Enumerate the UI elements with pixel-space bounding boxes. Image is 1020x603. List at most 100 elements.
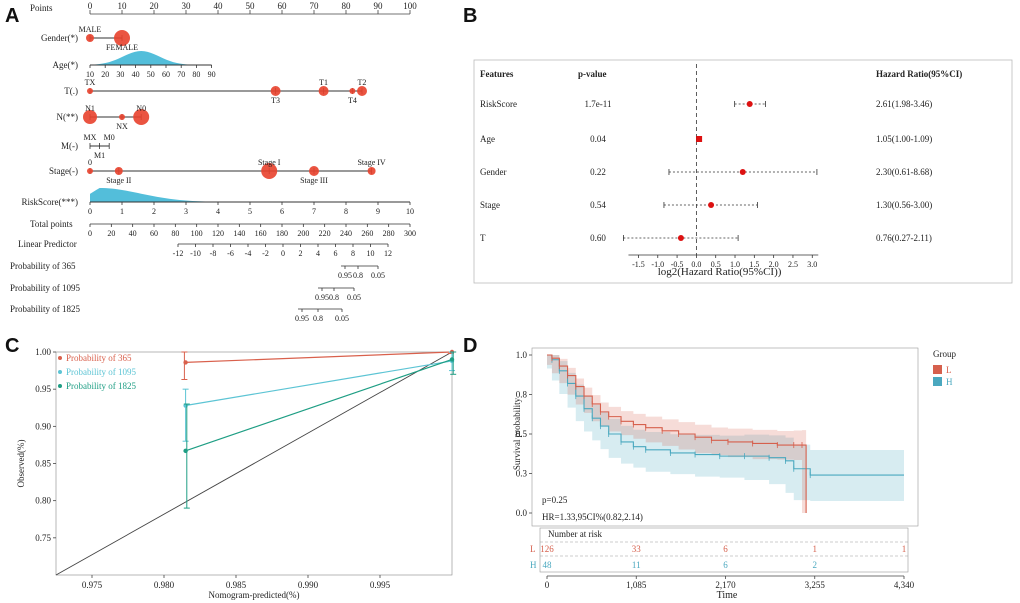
total-points-tick-label: 180	[276, 229, 288, 238]
forest-plot-panel: Features p-value Hazard Ratio(95%CI) RiskSc…	[473, 59, 1013, 284]
x-tick-label: 0.990	[298, 580, 319, 590]
total-points-tick-label: 80	[171, 229, 179, 238]
total-points-tick-label: 280	[383, 229, 395, 238]
points-tick-label: 50	[246, 1, 256, 11]
variable-level-label: N0	[136, 104, 146, 113]
total-points-tick-label: 60	[150, 229, 158, 238]
variable-marker	[87, 168, 93, 174]
probability-label: Probability of 1825	[10, 304, 80, 314]
estimate-marker	[746, 101, 753, 107]
variable-label: Age(*)	[53, 60, 79, 70]
risk-count: 126	[540, 544, 554, 554]
points-tick-label: 40	[214, 1, 224, 11]
x-tick-label: -1.0	[651, 260, 664, 269]
feature-label: Age	[480, 134, 495, 144]
pvalue-label: 1.7e-11	[585, 99, 612, 109]
variable-tick-label: 50	[147, 70, 155, 79]
y-tick-label: 0.8	[516, 390, 528, 400]
points-label: Points	[30, 3, 53, 13]
probability-tick-label: 0.05	[335, 314, 349, 323]
variable-marker	[83, 110, 97, 124]
y-tick-label: 0.0	[516, 508, 528, 518]
plot-frame	[531, 347, 919, 527]
variable-level-label: Stage I	[258, 158, 281, 167]
forest-frame	[473, 59, 1013, 284]
variable-label: RiskScore(***)	[22, 197, 79, 207]
variable-marker	[261, 163, 278, 179]
linear-predictor-tick-label: -2	[262, 249, 269, 258]
linear-predictor-tick-label: 4	[316, 249, 320, 258]
hr-label: 0.76(0.27-2.11)	[876, 233, 932, 243]
calibration-panel: 0.75 0.80 0.85 0.90 0.95 1.00 0.975 0.980 0.985 0…	[16, 347, 457, 600]
probability-tick-label: 0.8	[329, 293, 339, 302]
probability-tick-label: 0.95	[295, 314, 309, 323]
pvalue-label: 0.04	[590, 134, 606, 144]
total-points-tick-label: 200	[297, 229, 309, 238]
legend-label: Probability of 1825	[66, 381, 136, 391]
variable-level-label: Stage III	[300, 176, 328, 185]
variable-marker	[318, 86, 329, 96]
x-tick-label: 4,340	[894, 580, 915, 590]
variable-marker	[270, 86, 281, 96]
linear-predictor-tick-label: -12	[173, 249, 184, 258]
variable-tick-label: 10	[406, 207, 414, 216]
x-tick-label: 1.0	[730, 260, 740, 269]
points-tick-label: 100	[403, 1, 417, 11]
points-tick-label: 90	[374, 1, 384, 11]
risk-row-label: H	[530, 560, 537, 570]
points-tick-label: 20	[150, 1, 160, 11]
variable-level-label: T1	[319, 78, 328, 87]
pvalue-label: 0.22	[590, 167, 606, 177]
variable-level-label: MALE	[79, 25, 102, 34]
x-tick-label: 0.985	[226, 580, 247, 590]
variable-level-label: N1	[85, 104, 95, 113]
variable-tick-label: 3	[184, 207, 188, 216]
survival-curve-panel: 0.0 0.3 0.5 0.8 1.0 Survival probability p=0.2…	[512, 347, 956, 601]
variable-tick-label: 4	[216, 207, 220, 216]
calibration-line	[185, 360, 453, 407]
calibration-line	[185, 351, 453, 364]
panel-label-c: C	[5, 335, 19, 357]
variable-level-label: T3	[271, 96, 280, 105]
y-axis-title: Observed(%)	[16, 440, 26, 488]
risk-table-frame	[539, 527, 909, 573]
variable-marker	[119, 114, 125, 120]
data-point	[183, 448, 188, 454]
total-points-tick-label: 0	[88, 229, 92, 238]
risk-count: 6	[723, 560, 728, 570]
x-tick-label: 0.0	[691, 260, 701, 269]
variable-tick-label: 2	[152, 207, 156, 216]
x-tick-label: -1.5	[632, 260, 645, 269]
variable-marker	[87, 88, 93, 94]
probability-tick-label: 0.95	[338, 271, 352, 280]
variable-level-label: T2	[358, 78, 367, 87]
total-points-tick-label: 120	[212, 229, 224, 238]
variable-marker	[349, 88, 356, 94]
variable-level-label: FEMALE	[106, 43, 138, 52]
variable-marker	[114, 167, 123, 175]
linear-predictor-tick-label: 2	[299, 249, 303, 258]
y-tick-label: 1.00	[35, 347, 51, 357]
y-tick-label: 0.85	[35, 459, 51, 469]
hazard-ratio-text: HR=1.33,95CI%(0.82,2.14)	[542, 512, 643, 522]
header-hr: Hazard Ratio(95%CI)	[876, 69, 962, 79]
variable-tick-label: 9	[376, 207, 380, 216]
probability-tick-label: 0.05	[371, 271, 385, 280]
y-tick-label: 1.0	[516, 350, 528, 360]
legend-label: L	[946, 365, 952, 375]
variable-level-label: Stage II	[106, 176, 131, 185]
panel-label-a: A	[5, 5, 19, 27]
y-tick-label: 0.5	[516, 429, 528, 439]
variable-level-label: NX	[116, 122, 128, 131]
total-points-tick-label: 300	[404, 229, 416, 238]
total-points-tick-label: 260	[361, 229, 373, 238]
variable-level-label: MX	[84, 133, 97, 142]
risk-table-title: Number at risk	[548, 529, 602, 539]
variable-marker	[133, 109, 150, 125]
legend-marker	[58, 384, 62, 388]
points-tick-label: 10	[118, 1, 128, 11]
variable-marker	[309, 166, 319, 176]
risk-count: 1	[813, 544, 818, 554]
variable-tick-label: 7	[312, 207, 316, 216]
